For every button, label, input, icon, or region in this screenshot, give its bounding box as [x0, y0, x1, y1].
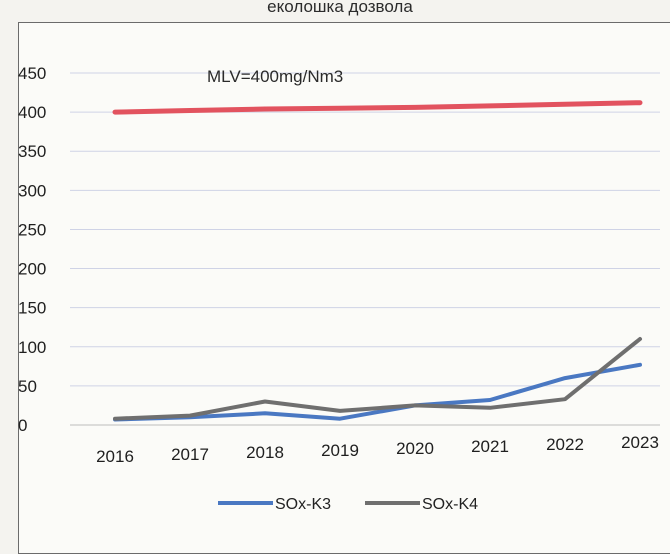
chart-title: еколошка дозвола [267, 0, 413, 16]
data-point [188, 109, 192, 113]
data-point [488, 104, 492, 108]
y-tick-label: 200 [18, 260, 46, 279]
data-point [263, 411, 267, 415]
data-point [563, 397, 567, 401]
grid-layer [70, 72, 660, 426]
y-tick-label: 0 [18, 416, 27, 435]
data-point [563, 376, 567, 380]
y-tick-label: 450 [18, 64, 46, 83]
data-point [263, 400, 267, 404]
data-point [113, 110, 117, 114]
x-tick-label: 2017 [171, 445, 209, 464]
data-point [413, 105, 417, 109]
data-point [488, 406, 492, 410]
x-tick-label: 2019 [321, 441, 359, 460]
data-point [188, 414, 192, 418]
data-point [263, 107, 267, 111]
x-axis-ticks: 2016 2017 2018 2019 2020 2021 2022 2023 [96, 433, 659, 466]
data-point [488, 398, 492, 402]
series-line-sox-k3 [113, 362, 642, 422]
data-point [113, 417, 117, 421]
line-chart: еколошка дозвола 0 50 100 150 200 250 300 350 40… [18, 0, 660, 513]
legend: SOx-K3 SOx-K4 [218, 496, 478, 513]
x-tick-label: 2018 [246, 443, 284, 462]
x-tick-label: 2016 [96, 447, 134, 466]
data-point [638, 337, 642, 341]
y-tick-label: 350 [18, 142, 46, 161]
data-point [563, 102, 567, 106]
y-tick-label: 150 [18, 299, 46, 318]
x-tick-label: 2021 [471, 437, 509, 456]
y-tick-label: 100 [18, 338, 46, 357]
data-point [638, 363, 642, 367]
x-tick-label: 2020 [396, 439, 434, 458]
y-tick-label: 50 [18, 377, 37, 396]
data-point [638, 101, 642, 105]
y-axis-ticks: 0 50 100 150 200 250 300 350 400 450 [18, 64, 46, 435]
y-tick-label: 300 [18, 181, 46, 200]
x-tick-label: 2022 [546, 435, 584, 454]
series-line-limit [112, 100, 643, 115]
y-tick-label: 250 [18, 220, 46, 239]
mlv-annotation: MLV=400mg/Nm3 [207, 67, 343, 86]
series-layer [112, 100, 643, 422]
series-line-sox-k4 [113, 337, 642, 421]
y-tick-label: 400 [18, 103, 46, 122]
legend-label: SOx-K4 [422, 496, 478, 513]
data-point [338, 417, 342, 421]
data-point [413, 403, 417, 407]
legend-label: SOx-K3 [275, 496, 331, 513]
x-tick-label: 2023 [621, 433, 659, 452]
data-point [338, 409, 342, 413]
data-point [338, 106, 342, 110]
